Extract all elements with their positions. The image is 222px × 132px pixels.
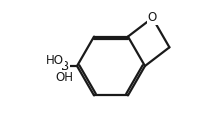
Text: OH: OH xyxy=(56,71,74,84)
Text: O: O xyxy=(148,11,157,24)
Text: B: B xyxy=(61,60,69,72)
Text: HO: HO xyxy=(46,54,64,67)
